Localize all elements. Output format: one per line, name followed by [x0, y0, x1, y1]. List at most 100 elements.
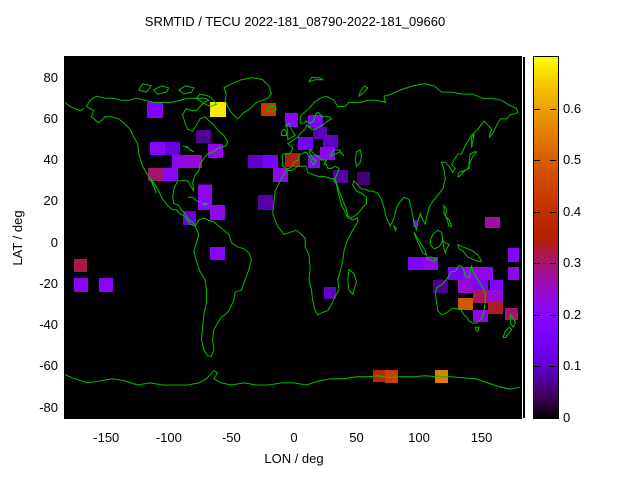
x-tick-label: 100: [408, 430, 430, 445]
coastline-path: [182, 145, 195, 153]
heatmap-cell: [208, 143, 223, 158]
heatmap-cell: [187, 155, 202, 168]
heatmap-cell: [457, 297, 473, 311]
coastline-path: [471, 133, 475, 148]
heatmap-cell: [99, 277, 113, 292]
heatmap-cell: [198, 184, 212, 199]
coastline-path: [456, 243, 483, 262]
coastline-path: [265, 106, 278, 113]
colorbar-tick-label: 0.5: [563, 152, 582, 168]
y-tick-label: -40: [39, 317, 58, 333]
heatmap-cell: [298, 137, 314, 150]
colorbar-tick-mark: [550, 315, 556, 316]
coastline-path: [443, 203, 453, 227]
coastline-path: [474, 326, 480, 333]
y-tick-label: 60: [43, 110, 58, 126]
heatmap-cell: [485, 217, 500, 228]
chart-title: SRMTID / TECU 2022-181_08790-2022-181_09…: [144, 14, 446, 29]
coastline-path: [442, 239, 450, 255]
coastline-path: [138, 83, 153, 93]
heatmap-cell: [248, 155, 263, 168]
heatmap-cell: [385, 369, 398, 383]
coastline-path: [195, 93, 218, 108]
heatmap-cell: [308, 155, 321, 168]
heatmap-cell: [74, 277, 88, 292]
heatmap-cell: [263, 155, 278, 168]
heatmap-cell: [478, 267, 493, 280]
coastline-path: [152, 85, 170, 95]
coastline-path: [272, 165, 359, 316]
heatmap-cell: [210, 204, 225, 220]
coastline-path: [413, 232, 428, 257]
heatmap-cell: [488, 289, 503, 303]
x-tick-label: -50: [221, 430, 241, 445]
y-tick-label: -60: [39, 358, 58, 374]
heatmap-cell: [473, 289, 488, 304]
coastline-path: [280, 128, 287, 136]
colorbar-tick-mark: [550, 263, 556, 264]
coastline-path: [177, 85, 195, 95]
colorbar-tick-label: 0.6: [563, 100, 582, 116]
coastline-path: [457, 151, 478, 178]
coastlines: [65, 77, 521, 390]
heatmap-cell: [508, 267, 520, 280]
colorbar-tick-mark: [534, 366, 540, 367]
heatmap-cell: [324, 287, 337, 299]
heatmap-cell: [473, 280, 488, 292]
coastline-path: [65, 369, 521, 390]
colorbar-tick-mark: [534, 160, 540, 161]
heatmap-cell: [147, 168, 163, 181]
heatmap-cell: [210, 102, 226, 118]
coastline-path: [434, 264, 486, 324]
heatmap-cell: [146, 102, 163, 119]
heatmap-cell: [357, 172, 371, 185]
coastline-path: [282, 83, 519, 231]
colorbar-tick-mark: [534, 212, 540, 213]
y-tick-label: -80: [39, 399, 58, 415]
heatmap-cell: [74, 259, 87, 272]
coastline-path: [509, 313, 516, 329]
coastline-path: [354, 149, 363, 168]
y-tick-label: -20: [39, 275, 58, 291]
heatmap-cell: [408, 256, 423, 270]
coastline-path: [223, 77, 272, 120]
plot-area: [64, 56, 522, 419]
y-tick-label: 20: [43, 193, 58, 209]
colorbar: [533, 56, 559, 419]
x-tick-label: 150: [470, 430, 493, 445]
heatmap-cell: [320, 146, 336, 160]
heatmap-cell: [508, 248, 520, 262]
y-tick-label: 80: [43, 69, 58, 85]
heatmap-cell: [505, 308, 518, 320]
coastline-path: [285, 122, 296, 141]
world-map: [65, 77, 521, 390]
heatmap-cell: [457, 280, 473, 293]
colorbar-tick-mark: [550, 366, 556, 367]
coastline-path: [425, 256, 438, 262]
colorbar-tick-label: 0.2: [563, 306, 582, 322]
colorbar-tick-label: 0.1: [563, 358, 582, 374]
coastline-path: [393, 224, 398, 232]
coastline-path: [358, 85, 369, 98]
heatmap-cell: [261, 103, 276, 116]
colorbar-tick-label: 0.4: [563, 203, 582, 219]
heatmap-cell: [273, 168, 288, 182]
heatmap-cell: [423, 256, 438, 270]
heatmap-cell: [490, 280, 503, 292]
heatmap-cell: [258, 195, 273, 211]
heatmap-cell: [165, 142, 180, 155]
heatmap-cell: [473, 310, 488, 323]
colorbar-tick-mark: [550, 109, 556, 110]
colorbar-tick-label: 0.3: [563, 255, 582, 271]
x-tick-label: -100: [155, 430, 182, 445]
coastline-path: [85, 95, 229, 228]
heatmap-cells: [74, 102, 520, 383]
colorbar-tick-mark: [534, 263, 540, 264]
x-axis-label: LON / deg: [264, 451, 324, 466]
colorbar-tick-mark: [534, 109, 540, 110]
heatmap-cell: [488, 302, 503, 315]
heatmap-cell: [432, 280, 448, 293]
x-tick-label: 50: [349, 430, 364, 445]
coastline-path: [328, 149, 345, 158]
coastline-path: [429, 229, 444, 250]
